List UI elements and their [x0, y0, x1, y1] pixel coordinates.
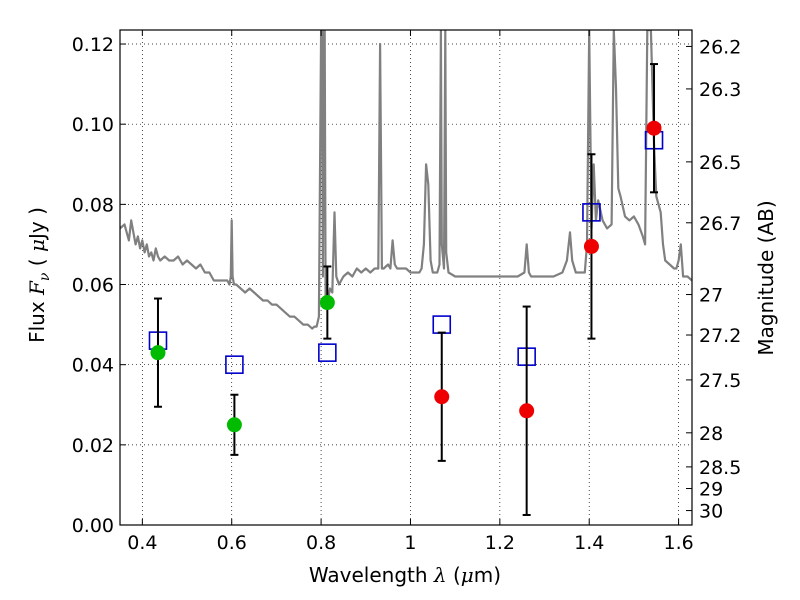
observed-flux-point: [646, 120, 662, 136]
model-photometry-point: [225, 355, 244, 374]
x-axis-label: Wavelength λ (μm): [309, 563, 501, 587]
x-tick-label: 0.6: [217, 532, 247, 554]
x-tick-label: 1.4: [574, 532, 604, 554]
y-axis-label-unit-mu: μ: [25, 239, 49, 252]
x-axis-label-symbol: λ: [433, 563, 447, 587]
model-photometry-point: [432, 315, 452, 334]
x-tick-label: 0.8: [306, 532, 336, 554]
y2-tick-label: 27.5: [699, 370, 741, 392]
y-axis-label-subscript: ν: [37, 272, 53, 281]
y-axis-label-text: Flux: [25, 301, 49, 343]
y2-tick-label: 26.5: [699, 152, 741, 174]
y2-axis-label: Magnitude (AB): [754, 200, 778, 355]
plot-frame: [119, 29, 693, 526]
y-tick-label: 0.12: [72, 34, 114, 56]
y2-tick-label: 26.2: [699, 36, 741, 58]
data-layer: [120, 30, 692, 330]
y2-tick-label: 30: [699, 501, 723, 523]
y-tick-label: 0.02: [72, 435, 114, 457]
y-axis-label: Flux Fν ( μJy ): [25, 207, 53, 343]
spectrum-line: [120, 30, 692, 330]
y2-tick-label: 29: [699, 479, 723, 501]
observed-flux-point: [226, 417, 242, 433]
ticks: 0.4 0.6 0.8 1 1.2 1.4 1.6 0.00 0.02 0.04 0.06 0.08 0…: [72, 30, 741, 554]
x-tick-label: 0.4: [127, 532, 157, 554]
y2-tick-label: 27: [699, 285, 723, 307]
y2-tick-label: 28: [699, 423, 723, 445]
y-axis-label-unit-open: (: [25, 252, 49, 273]
x-tick-label: 1.6: [663, 532, 693, 554]
model-photometry-point: [318, 343, 337, 362]
y-tick-label: 0.00: [72, 515, 114, 537]
y-axis-label-unit-rest: Jy ): [25, 207, 49, 241]
y-tick-label: 0.10: [72, 114, 114, 136]
observed-flux-point: [150, 345, 166, 361]
observed-flux-point: [519, 403, 535, 419]
y2-tick-label: 27.2: [699, 325, 741, 347]
x-axis-label-text: Wavelength: [309, 563, 428, 587]
x-tick-label: 1: [404, 532, 416, 554]
x-tick-label: 1.2: [485, 532, 515, 554]
y2-tick-label: 28.5: [699, 457, 741, 479]
marker-layer: [148, 63, 664, 516]
y2-tick-label: 26.3: [699, 79, 741, 101]
grid: [120, 30, 692, 526]
y-tick-label: 0.04: [72, 355, 114, 377]
observed-flux-point: [583, 238, 599, 254]
observed-flux-point: [319, 295, 335, 311]
y-tick-label: 0.08: [72, 194, 114, 216]
x-axis-label-unit-rest: m): [474, 563, 501, 587]
y-tick-label: 0.06: [72, 275, 114, 297]
observed-flux-point: [434, 389, 450, 405]
y2-tick-label: 26.7: [699, 213, 741, 235]
x-axis-label-unit-open: (: [447, 563, 461, 587]
y-axis-label-symbol: F: [25, 280, 49, 296]
x-axis-label-unit-mu: μ: [461, 563, 474, 587]
